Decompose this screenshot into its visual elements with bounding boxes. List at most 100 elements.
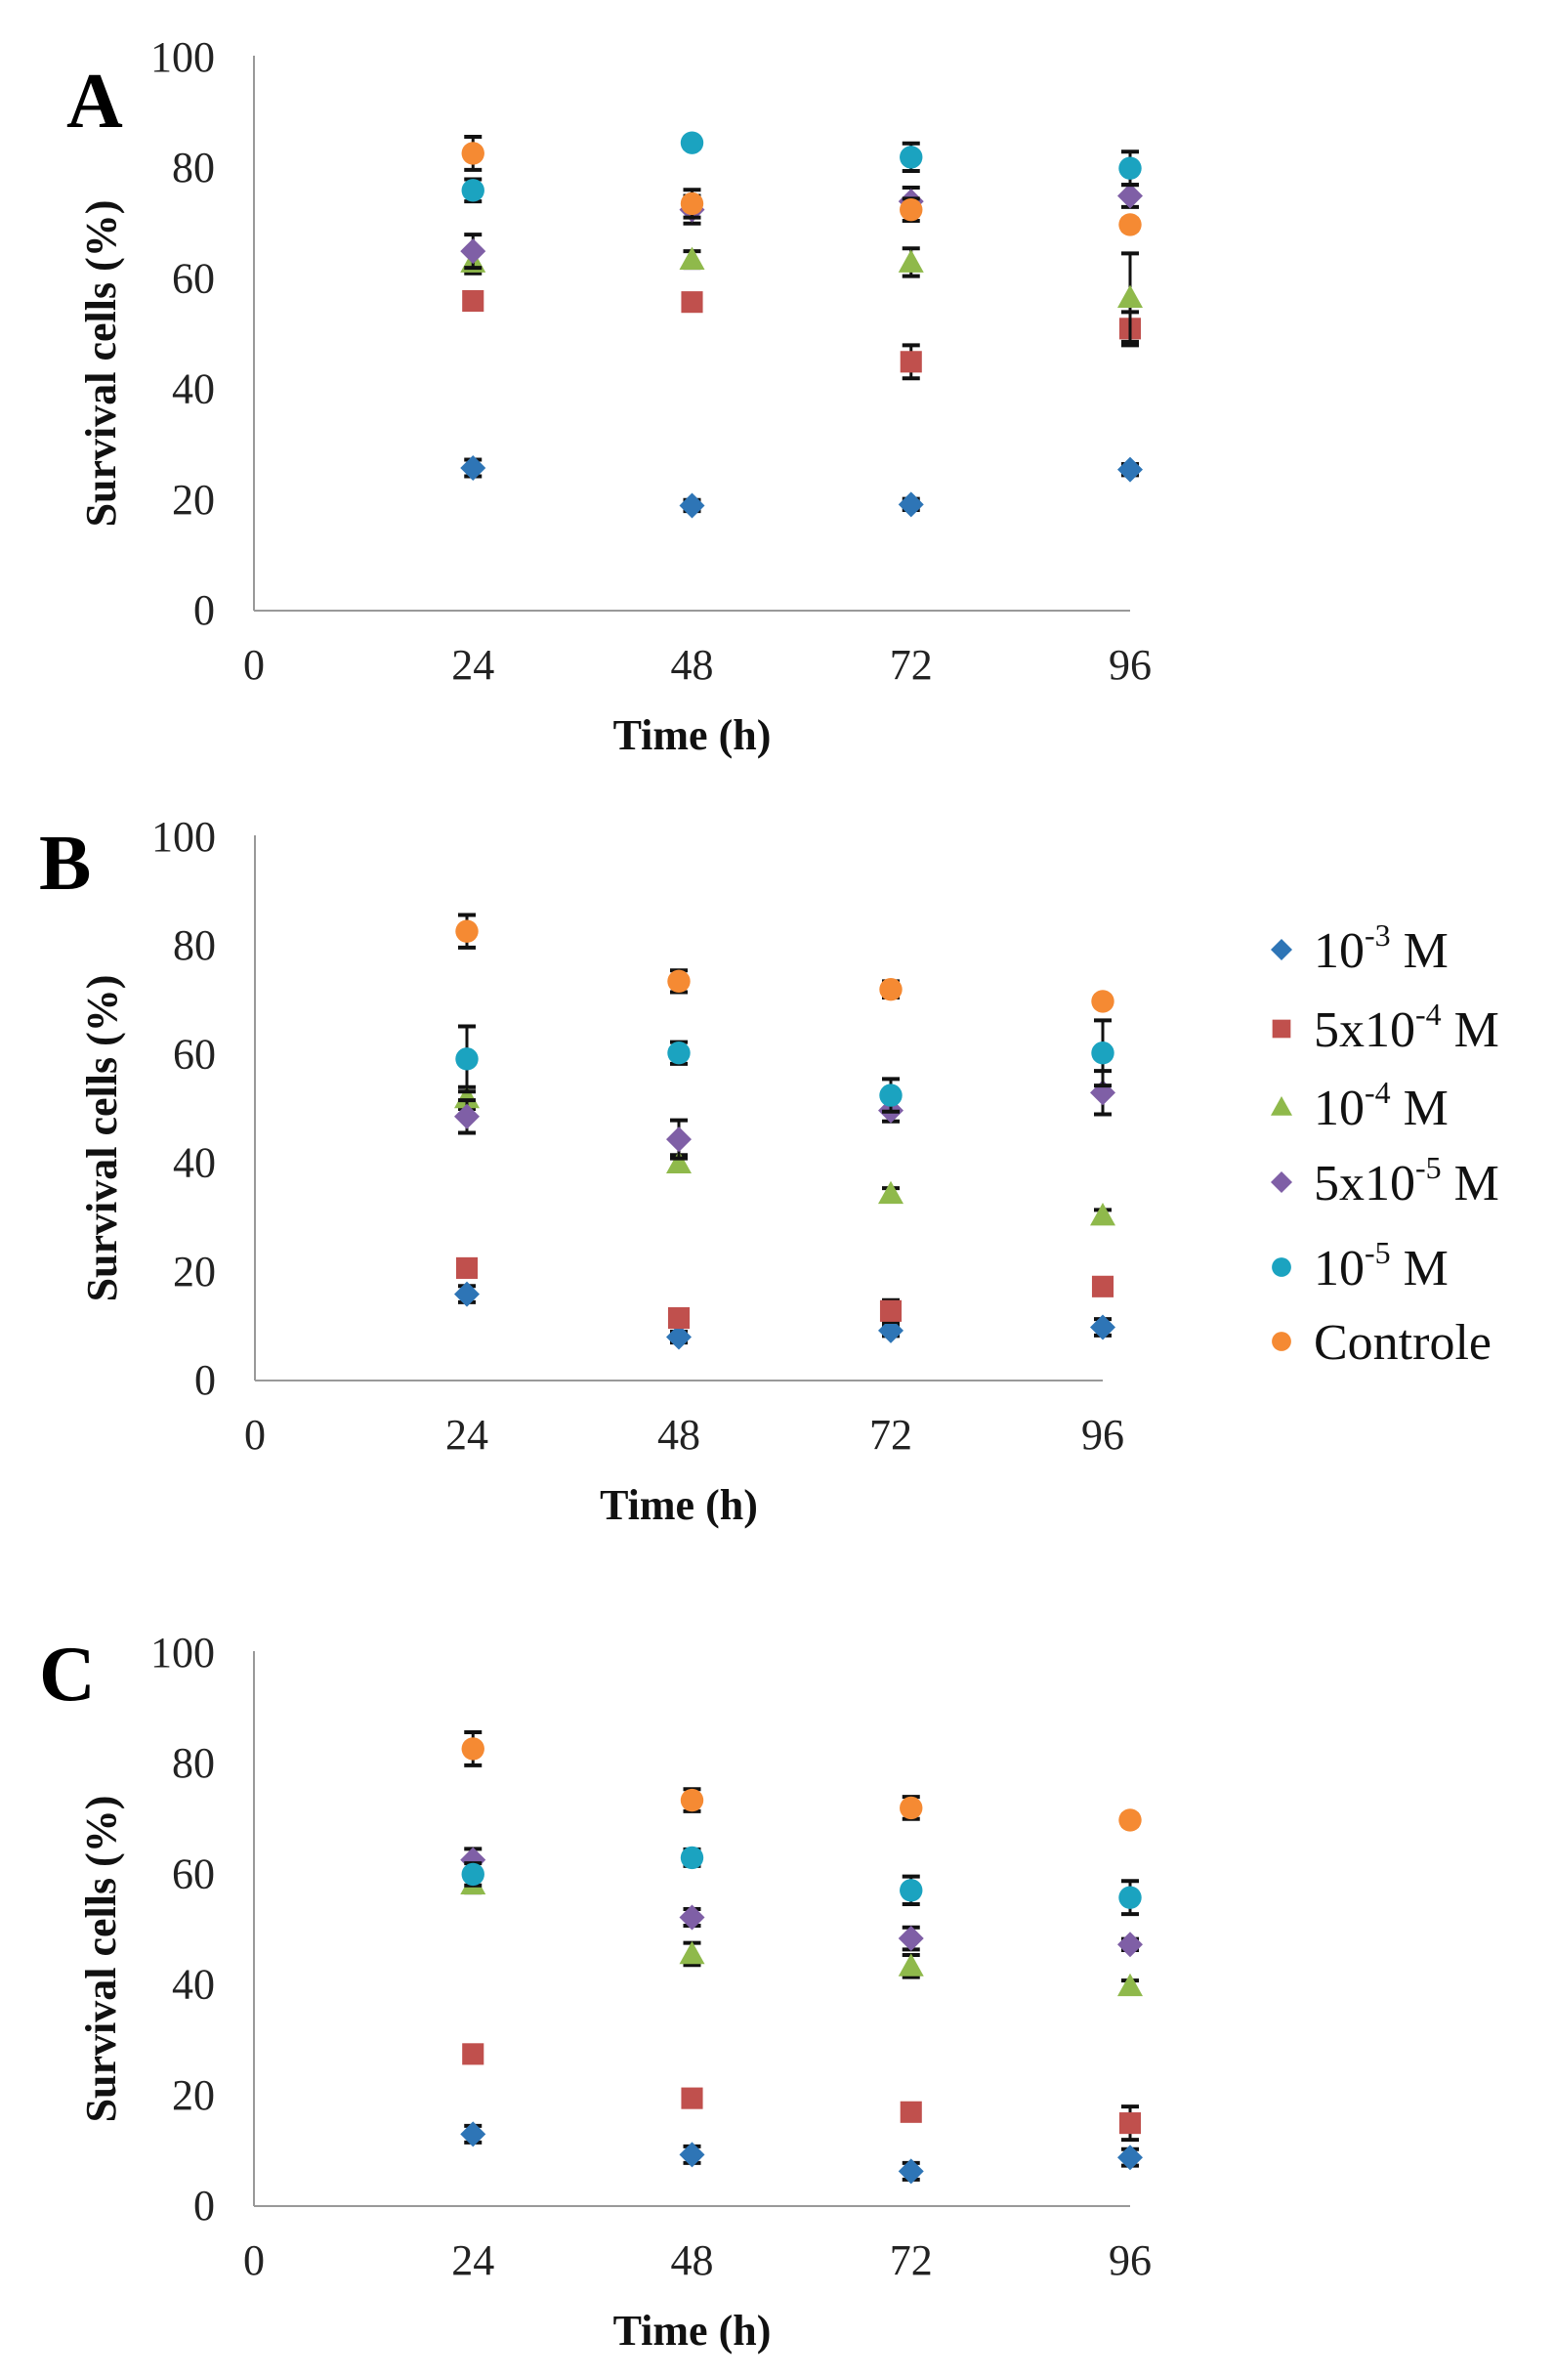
square-marker — [667, 1307, 691, 1330]
x-axis-title: Time (h) — [613, 2307, 772, 2355]
legend-exponent: -4 — [1365, 1075, 1391, 1110]
legend-item: 10-4 M — [1271, 1075, 1449, 1136]
triangle-marker — [679, 246, 705, 270]
series-2 — [454, 1084, 1115, 1226]
square-marker — [1272, 1019, 1291, 1039]
y-tick-label: 40 — [172, 365, 215, 413]
x-tick-label: 48 — [671, 641, 714, 689]
circle-marker — [680, 1788, 704, 1812]
legend-label: Controle — [1314, 1315, 1492, 1371]
x-tick-label: 24 — [451, 641, 494, 689]
y-tick-label: 60 — [173, 1030, 216, 1078]
x-tick-label: 0 — [243, 2236, 265, 2284]
circle-marker — [1091, 990, 1114, 1013]
square-marker — [455, 1256, 479, 1279]
diamond-marker — [679, 492, 705, 519]
circle-marker — [667, 969, 691, 994]
legend-item: 10-5 M — [1272, 1235, 1449, 1296]
x-tick-label: 72 — [890, 2236, 933, 2284]
y-tick-label: 20 — [172, 2071, 215, 2119]
legend-label: 10-5 M — [1314, 1235, 1449, 1296]
y-tick-label: 40 — [173, 1139, 216, 1187]
y-axis-title: Survival cells (%) — [77, 1796, 125, 2123]
legend-label: 10-3 M — [1314, 917, 1449, 979]
circle-marker — [1272, 1257, 1291, 1277]
diamond-marker — [460, 238, 486, 265]
legend-base: 5x10 — [1314, 1156, 1415, 1211]
x-tick-label: 96 — [1081, 1411, 1124, 1459]
series-4 — [461, 131, 1142, 204]
square-marker — [681, 291, 703, 314]
y-axis-title: Survival cells (%) — [77, 200, 125, 528]
x-tick-label: 48 — [671, 2236, 714, 2284]
legend-exponent: -4 — [1415, 997, 1442, 1032]
legend-unit: M — [1391, 1081, 1449, 1136]
triangle-marker — [679, 1940, 705, 1965]
square-marker — [462, 2043, 484, 2065]
triangle-marker — [878, 1180, 904, 1205]
x-tick-label: 96 — [1109, 641, 1152, 689]
circle-marker — [900, 146, 923, 169]
square-marker — [879, 1299, 903, 1322]
circle-marker — [1118, 213, 1142, 236]
triangle-marker — [666, 1150, 692, 1173]
legend-exponent: -5 — [1415, 1150, 1442, 1185]
legend-label: 5x10-5 M — [1314, 1150, 1499, 1211]
y-tick-label: 20 — [172, 476, 215, 524]
panel-c: C 0 20 40 60 80 100 0 24 48 72 96 Time (h) Survival c… — [39, 1629, 1152, 2355]
legend-unit: M — [1442, 1002, 1499, 1058]
circle-marker — [879, 977, 903, 1001]
legend-base: 10 — [1314, 1241, 1365, 1296]
series-3 — [454, 1069, 1115, 1161]
legend-unit: M — [1391, 1241, 1449, 1296]
panel-b: B 0 20 40 60 80 100 0 24 48 72 96 Time (h) Survival c… — [39, 813, 1124, 1529]
series-0 — [460, 454, 1143, 519]
x-axis-title: Time (h) — [600, 1481, 758, 1529]
panel-label: C — [39, 1632, 96, 1718]
x-tick-label: 0 — [244, 1411, 266, 1459]
circle-marker — [1272, 1332, 1291, 1351]
diamond-marker — [454, 1281, 480, 1307]
triangle-marker — [454, 1084, 480, 1109]
series-0 — [460, 2121, 1143, 2185]
series-3 — [460, 183, 1143, 271]
y-axis-title: Survival cells (%) — [78, 975, 126, 1302]
legend-base: 10 — [1314, 923, 1365, 979]
legend-base: Controle — [1314, 1315, 1492, 1371]
diamond-marker — [898, 491, 924, 518]
legend-exponent: -3 — [1365, 917, 1391, 953]
circle-marker — [680, 1846, 704, 1870]
series-4 — [461, 1846, 1142, 1917]
y-tick-label: 60 — [172, 254, 215, 302]
diamond-marker — [1117, 183, 1143, 209]
y-tick-label: 100 — [150, 33, 215, 81]
y-tick-label: 20 — [173, 1248, 216, 1296]
triangle-marker — [898, 249, 924, 273]
legend-base: 10 — [1314, 1081, 1365, 1136]
y-tick-label: 0 — [194, 1356, 216, 1404]
series-0 — [454, 1281, 1115, 1350]
square-marker — [1118, 2112, 1142, 2135]
circle-marker — [1118, 156, 1142, 180]
series-1 — [462, 2043, 1142, 2143]
circle-marker — [879, 1084, 903, 1107]
legend-label: 5x10-4 M — [1314, 997, 1499, 1058]
panel-label: B — [39, 821, 91, 907]
diamond-marker — [1117, 2145, 1143, 2171]
y-tick-label: 80 — [173, 921, 216, 969]
circle-marker — [900, 1879, 923, 1902]
circle-marker — [461, 1737, 484, 1761]
circle-marker — [680, 131, 704, 154]
diamond-marker — [460, 454, 486, 481]
x-tick-label: 24 — [445, 1411, 488, 1459]
panel-a: A 0 20 40 60 80 100 0 24 48 72 96 Time (h) Survival c… — [66, 33, 1152, 759]
series-5 — [455, 913, 1114, 1013]
triangle-marker — [1090, 1202, 1115, 1226]
y-tick-label: 0 — [193, 586, 215, 634]
x-tick-label: 48 — [657, 1411, 700, 1459]
series-5 — [461, 1729, 1142, 1832]
legend-base: 5x10 — [1314, 1002, 1415, 1058]
circle-marker — [900, 1796, 923, 1820]
circle-marker — [455, 919, 479, 943]
